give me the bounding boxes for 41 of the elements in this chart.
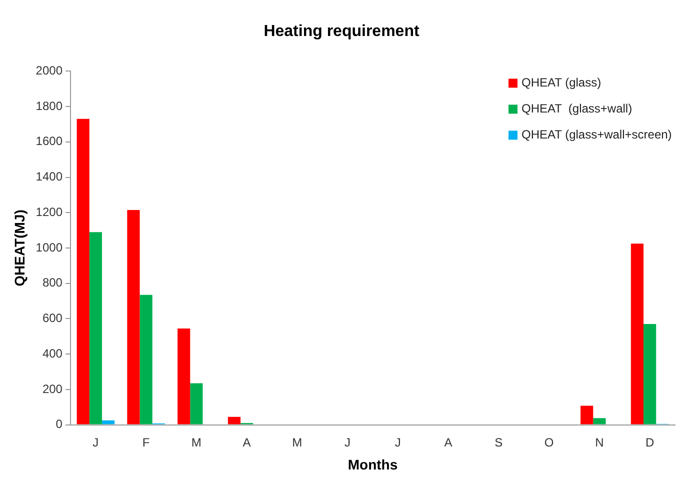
x-tick-label: F bbox=[142, 435, 150, 450]
x-tick-label: D bbox=[645, 435, 654, 450]
x-tick-label: A bbox=[444, 435, 452, 450]
y-tick-label: 800 bbox=[42, 276, 63, 290]
y-tick-label: 1600 bbox=[36, 134, 63, 148]
bar bbox=[76, 118, 90, 424]
legend-label: QHEAT (glass+wall) bbox=[522, 102, 632, 116]
legend-label: QHEAT (glass) bbox=[522, 76, 602, 90]
chart-title: Heating requirement bbox=[264, 23, 420, 40]
bar bbox=[190, 383, 203, 424]
y-tick-label: 200 bbox=[42, 382, 63, 396]
y-tick-label: 1200 bbox=[36, 204, 63, 219]
x-tick-label: J bbox=[394, 435, 401, 450]
legend-label: QHEAT (glass+wall+screen) bbox=[522, 128, 672, 142]
x-tick-label: M bbox=[292, 435, 302, 450]
y-tick-label: 2000 bbox=[36, 64, 63, 78]
y-tick-label: 600 bbox=[42, 311, 63, 326]
x-tick-label: M bbox=[191, 435, 202, 450]
bar bbox=[580, 406, 594, 424]
x-tick-label: O bbox=[544, 435, 554, 450]
x-axis-title: Months bbox=[348, 456, 398, 472]
x-tick-label: A bbox=[242, 435, 251, 450]
y-tick-label: 0 bbox=[56, 417, 63, 432]
bar bbox=[127, 210, 140, 424]
bar bbox=[593, 418, 606, 424]
bar bbox=[89, 232, 102, 424]
bar bbox=[178, 328, 190, 424]
x-tick-label: J bbox=[344, 435, 351, 450]
bar bbox=[102, 420, 115, 424]
bar bbox=[140, 294, 152, 424]
y-tick-label: 1800 bbox=[36, 98, 63, 113]
bar bbox=[630, 244, 644, 424]
y-tick-label: 400 bbox=[42, 346, 63, 360]
y-tick-label: 1000 bbox=[36, 240, 63, 254]
x-tick-label: S bbox=[494, 435, 503, 450]
y-axis-title: QHEAT(MJ) bbox=[11, 210, 28, 286]
bar bbox=[644, 324, 656, 424]
x-tick-label: J bbox=[92, 435, 99, 450]
x-tick-label: N bbox=[595, 435, 604, 450]
bar bbox=[228, 416, 241, 424]
y-tick-label: 1400 bbox=[36, 170, 63, 184]
